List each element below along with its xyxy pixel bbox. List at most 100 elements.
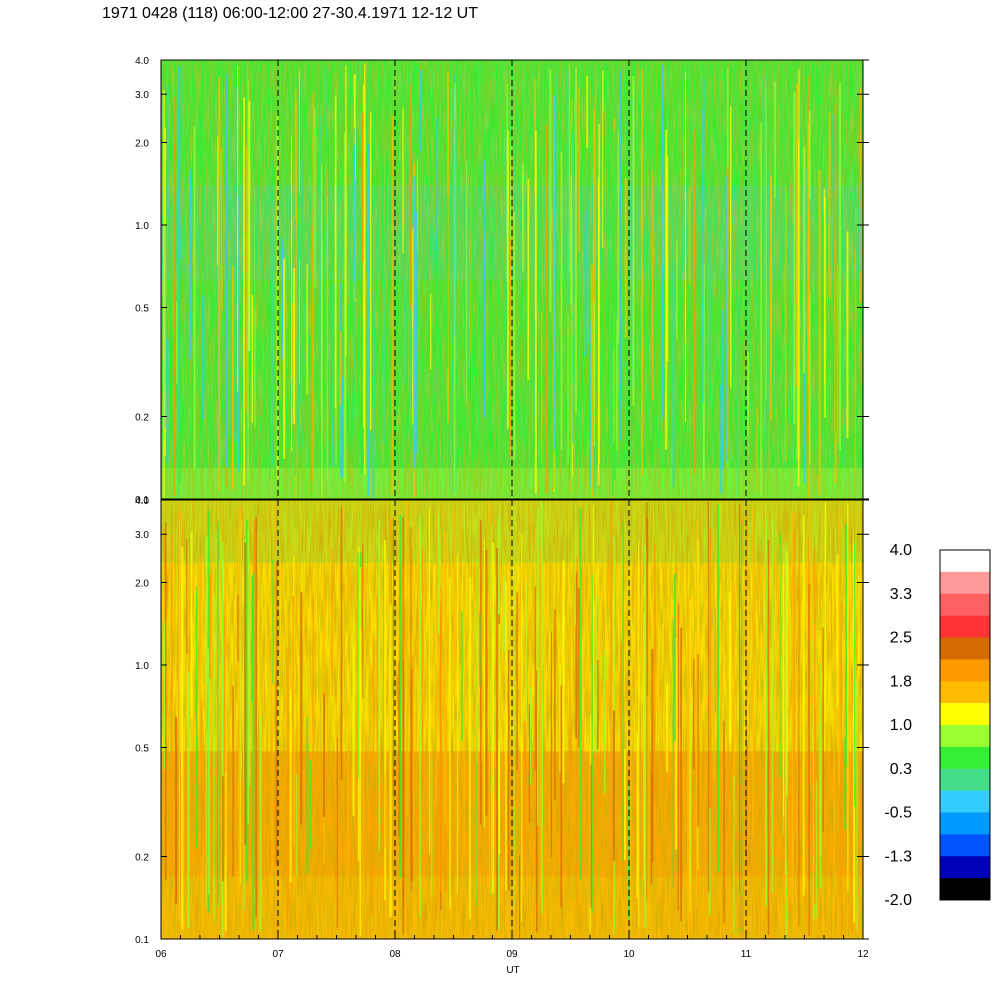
signal-streak bbox=[275, 561, 278, 866]
signal-streak bbox=[693, 658, 695, 770]
y-tick-label: 0.1 bbox=[135, 495, 149, 506]
signal-streak bbox=[529, 686, 532, 786]
top-spectrogram-panel: 0.1 0.2 0.5 1.0 2.0 3.0 4.0 bbox=[135, 56, 869, 506]
signal-streak bbox=[723, 720, 725, 924]
y-tick-label: 3.0 bbox=[135, 530, 149, 541]
y-tick-label: 1.0 bbox=[135, 221, 149, 232]
signal-streak bbox=[590, 764, 593, 908]
signal-streak bbox=[822, 627, 824, 833]
signal-streak bbox=[535, 670, 538, 933]
signal-streak bbox=[506, 82, 508, 281]
signal-streak bbox=[461, 611, 463, 742]
signal-streak bbox=[296, 227, 298, 426]
signal-streak bbox=[421, 548, 424, 782]
signal-streak bbox=[591, 574, 593, 914]
colorbar-label: -0.5 bbox=[884, 805, 912, 822]
signal-streak bbox=[513, 212, 516, 460]
signal-streak bbox=[597, 660, 599, 750]
y-tick-label: 0.5 bbox=[135, 743, 149, 754]
signal-streak bbox=[300, 94, 303, 206]
signal-streak bbox=[476, 558, 478, 902]
signal-streak bbox=[322, 566, 325, 643]
signal-streak bbox=[354, 179, 357, 299]
signal-streak bbox=[622, 312, 625, 388]
signal-streak bbox=[319, 116, 322, 394]
signal-streak bbox=[739, 504, 741, 893]
signal-streak bbox=[419, 70, 422, 152]
signal-streak bbox=[167, 84, 169, 218]
signal-streak bbox=[444, 531, 447, 826]
signal-streak bbox=[202, 295, 205, 420]
signal-streak bbox=[237, 65, 239, 393]
signal-streak bbox=[186, 539, 188, 654]
signal-streak bbox=[323, 693, 326, 818]
y-tick-label: 0.5 bbox=[135, 303, 149, 314]
signal-streak bbox=[645, 207, 647, 372]
signal-streak bbox=[656, 604, 659, 711]
signal-streak bbox=[602, 539, 604, 612]
signal-streak bbox=[430, 293, 432, 370]
signal-streak bbox=[752, 506, 754, 835]
signal-streak bbox=[533, 194, 535, 417]
signal-streak bbox=[178, 519, 181, 922]
signal-streak bbox=[598, 123, 600, 464]
signal-streak bbox=[274, 273, 276, 480]
signal-streak bbox=[541, 501, 543, 915]
colorbar-swatch bbox=[940, 593, 990, 616]
signal-streak bbox=[435, 512, 438, 804]
signal-streak bbox=[555, 74, 558, 184]
signal-streak bbox=[474, 312, 476, 460]
colorbar-swatch bbox=[940, 681, 990, 704]
signal-streak bbox=[643, 611, 645, 882]
signal-streak bbox=[815, 708, 817, 866]
signal-streak bbox=[429, 509, 431, 855]
signal-streak bbox=[624, 178, 627, 339]
signal-streak bbox=[306, 716, 309, 875]
x-tick-label: 11 bbox=[741, 949, 752, 960]
signal-streak bbox=[294, 220, 296, 476]
signal-streak bbox=[237, 594, 239, 663]
signal-streak bbox=[224, 657, 227, 931]
signal-streak bbox=[796, 668, 798, 868]
signal-streak bbox=[703, 79, 705, 157]
signal-streak bbox=[528, 704, 531, 823]
signal-streak bbox=[802, 515, 805, 896]
signal-streak bbox=[837, 265, 839, 443]
signal-streak bbox=[292, 596, 295, 875]
signal-streak bbox=[435, 259, 438, 370]
signal-streak bbox=[286, 646, 289, 930]
signal-streak bbox=[190, 169, 192, 359]
signal-streak bbox=[502, 575, 505, 652]
signal-streak bbox=[248, 100, 251, 352]
signal-streak bbox=[483, 539, 485, 828]
signal-streak bbox=[525, 582, 527, 721]
colorbar-label: 1.8 bbox=[890, 673, 912, 690]
signal-streak bbox=[592, 505, 594, 658]
signal-streak bbox=[399, 514, 402, 879]
signal-streak bbox=[222, 776, 224, 882]
y-tick-label: 1.0 bbox=[135, 661, 149, 672]
signal-streak bbox=[571, 132, 574, 444]
signal-streak bbox=[218, 77, 221, 491]
signal-streak bbox=[695, 520, 698, 908]
signal-streak bbox=[676, 240, 678, 340]
signal-streak bbox=[617, 130, 619, 345]
signal-streak bbox=[740, 523, 743, 934]
signal-streak bbox=[419, 514, 422, 919]
signal-streak bbox=[271, 559, 274, 685]
signal-streak bbox=[359, 567, 362, 937]
signal-streak bbox=[731, 586, 733, 654]
colorbar: 4.0 3.3 2.5 1.8 1.0 0.3 -0.5 -1.3 -2.0 bbox=[884, 542, 991, 909]
colorbar-swatch bbox=[940, 856, 990, 879]
signal-streak bbox=[173, 96, 176, 497]
colorbar-label: 1.0 bbox=[890, 717, 912, 734]
signal-streak bbox=[853, 540, 856, 807]
y-tick-label: 2.0 bbox=[135, 138, 149, 149]
signal-streak bbox=[596, 595, 598, 754]
signal-streak bbox=[488, 500, 491, 893]
signal-streak bbox=[306, 263, 308, 395]
signal-streak bbox=[712, 593, 715, 780]
signal-streak bbox=[795, 84, 799, 387]
signal-streak bbox=[808, 293, 811, 466]
signal-streak bbox=[225, 73, 228, 468]
